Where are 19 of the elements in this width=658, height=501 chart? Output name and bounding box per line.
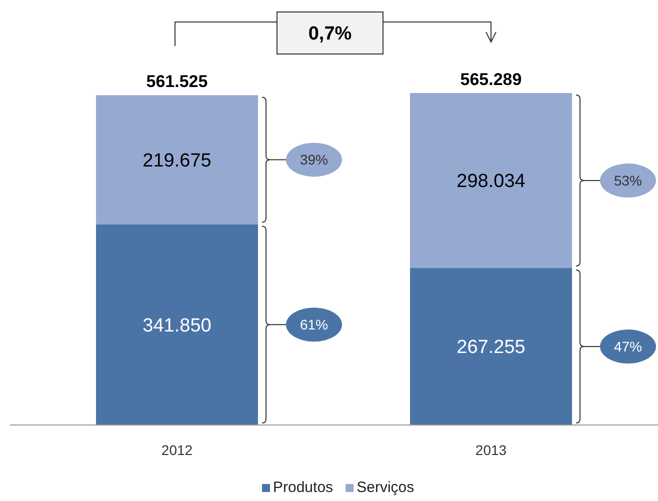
data-label: 341.850 <box>142 315 212 336</box>
data-label: 298.034 <box>456 171 526 192</box>
data-label: 267.255 <box>456 337 526 358</box>
legend-label: Serviços <box>356 479 414 496</box>
x-tick-label: 2013 <box>475 442 507 458</box>
annotation: 47% <box>614 338 642 354</box>
annotation: 61% <box>300 316 328 333</box>
bar <box>96 95 258 224</box>
x-tick-label: 2012 <box>161 442 193 458</box>
annotation: 53% <box>614 172 642 188</box>
annotation: 39% <box>300 152 328 168</box>
bar <box>410 268 572 425</box>
total-label: 565.289 <box>460 70 522 89</box>
data-label: 219.675 <box>142 150 212 172</box>
bar <box>96 224 258 425</box>
total-label: 561.525 <box>146 72 208 92</box>
bar <box>410 93 572 268</box>
legend-label: Produtos <box>273 479 334 496</box>
text: 0,7% <box>308 24 352 45</box>
